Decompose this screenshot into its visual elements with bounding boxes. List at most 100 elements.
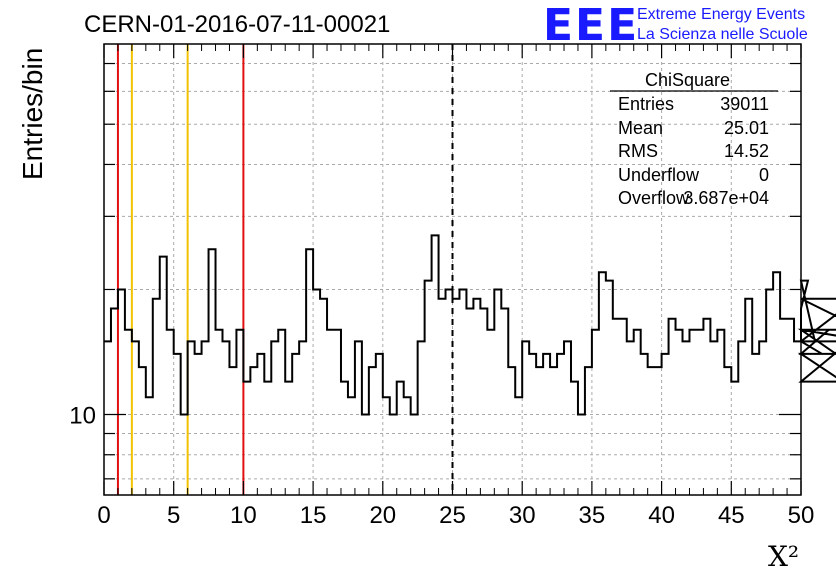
histogram-bin	[696, 330, 703, 495]
logo-mark: EEE	[543, 0, 639, 51]
x-tick-label: 25	[439, 502, 466, 529]
stats-label-mean: Mean	[618, 118, 663, 138]
stats-title: ChiSquare	[645, 70, 730, 90]
histogram-bin	[439, 299, 446, 495]
histogram-bin	[404, 397, 411, 495]
histogram-bin	[271, 341, 278, 495]
logo-line-2: La Scienza nelle Scuole	[637, 26, 808, 43]
x-tick-label: 35	[579, 502, 606, 529]
axis-ticks	[103, 44, 802, 495]
histogram-bin	[724, 367, 731, 495]
histogram-bin	[125, 330, 132, 495]
histogram-bin	[250, 367, 257, 495]
y-axis-label: Entries/bin	[17, 48, 48, 180]
marker-lines	[116, 44, 454, 495]
histogram-bin	[229, 367, 236, 495]
histogram-bin	[773, 272, 780, 495]
histogram-bin	[292, 354, 299, 495]
histogram-bin	[397, 382, 404, 495]
histogram-bin	[703, 319, 710, 495]
histogram-bin	[236, 330, 243, 495]
x-tick-label: 5	[167, 502, 180, 529]
histogram-bin	[515, 397, 522, 495]
histogram-bin	[648, 367, 655, 495]
histogram-bin	[139, 367, 146, 495]
stats-label-underflow: Underflow	[618, 165, 700, 185]
histogram-bin	[299, 341, 306, 495]
stats-value-rms: 14.52	[724, 141, 769, 161]
histogram-bin	[585, 367, 592, 495]
histogram-bin	[683, 341, 690, 495]
histogram-bin	[153, 299, 160, 495]
histogram-bin	[794, 341, 801, 495]
histogram-bin	[613, 319, 620, 495]
histogram-bin	[202, 341, 209, 495]
histogram-bin	[425, 281, 432, 495]
stats-value-overflow: 3.687e+04	[683, 188, 769, 208]
histogram-outline	[104, 234, 836, 416]
x-tick-label: 15	[300, 502, 327, 529]
histogram-bin	[320, 299, 327, 495]
histogram-bin	[146, 397, 153, 495]
x-tick-label: 40	[648, 502, 675, 529]
histogram-bin	[369, 367, 376, 495]
histogram-bin	[752, 354, 759, 495]
histogram-bin	[174, 354, 181, 495]
histogram-bin	[411, 415, 418, 495]
histogram-bin	[655, 367, 662, 495]
histogram-bin	[738, 341, 745, 495]
histogram-bin	[689, 330, 696, 495]
eee-logo: EEE Extreme Energy Events La Scienza nel…	[543, 0, 808, 51]
histogram-bin	[418, 341, 425, 495]
histogram-bin	[306, 249, 313, 495]
histogram-bin	[599, 272, 606, 495]
histogram-bin	[766, 289, 773, 495]
histogram-bin	[362, 415, 369, 495]
histogram-bin	[222, 341, 229, 495]
x-tick-label: 45	[718, 502, 745, 529]
x-tick-label: 30	[509, 502, 536, 529]
histogram-bin	[787, 319, 794, 495]
histogram-bin	[181, 415, 188, 495]
histogram-bin	[669, 319, 676, 495]
stats-value-entries: 39011	[720, 94, 769, 114]
histogram-bin	[466, 308, 473, 495]
logo-line-1: Extreme Energy Events	[637, 6, 805, 23]
histogram-bin	[710, 341, 717, 495]
stats-value-mean: 25.01	[724, 118, 769, 138]
histogram-bin	[494, 289, 501, 495]
histogram-bin	[334, 330, 341, 495]
histogram-bin	[529, 354, 536, 495]
histogram-bin	[459, 289, 466, 495]
x-tick-label: 0	[97, 502, 110, 529]
x-tick-label: 10	[230, 502, 257, 529]
histogram-bin	[327, 330, 334, 495]
histogram-bin	[383, 397, 390, 495]
histogram-bin	[313, 289, 320, 495]
histogram-bin	[432, 235, 439, 495]
histogram-bin	[376, 354, 383, 495]
histogram-bin	[676, 330, 683, 495]
histogram-series	[104, 234, 836, 495]
histogram-bin	[731, 382, 738, 495]
histogram-bin	[243, 382, 250, 495]
histogram-bin	[167, 330, 174, 495]
stats-label-rms: RMS	[618, 141, 658, 161]
histogram-bin	[487, 330, 494, 495]
histogram-bin	[188, 341, 195, 495]
histogram-bin	[278, 330, 285, 495]
histogram-bin	[536, 367, 543, 495]
histogram-bin	[111, 308, 118, 495]
histogram-bin	[578, 415, 585, 495]
stats-label-overflow: Overflow	[618, 188, 690, 208]
stats-box: ChiSquare Entries 39011 Mean 25.01 RMS 1…	[610, 70, 778, 208]
x-tick-label: 50	[788, 502, 815, 529]
histogram-bin	[341, 382, 348, 495]
histogram-bin	[480, 308, 487, 495]
grid-lines	[104, 44, 801, 495]
histogram-bin	[662, 354, 669, 495]
histogram-bin	[759, 341, 766, 495]
histogram-bin	[717, 330, 724, 495]
stats-value-underflow: 0	[759, 165, 769, 185]
